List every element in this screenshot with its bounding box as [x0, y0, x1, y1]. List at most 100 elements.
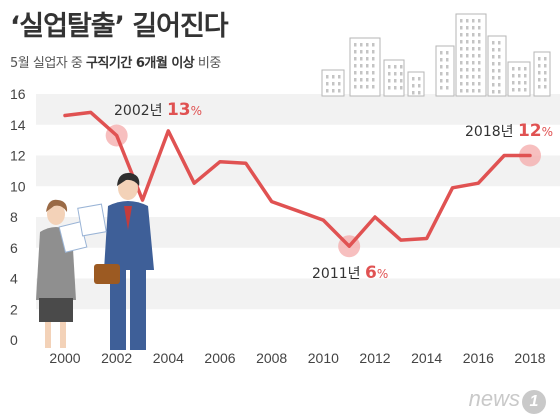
annotation-label: 2002년 13% [114, 100, 202, 120]
building-window [472, 47, 475, 51]
building-window [478, 47, 481, 51]
building-window [394, 72, 397, 76]
building-window [360, 43, 363, 47]
building-window [460, 40, 463, 44]
x-axis-ticks: 2000 2002 2004 2006 2008 2010 2012 2014 2016 2018 [49, 350, 545, 366]
building-window [460, 82, 463, 86]
man-briefcase [94, 264, 120, 284]
building-window [460, 75, 463, 79]
building-window [492, 62, 495, 66]
building-window [338, 89, 341, 93]
building [533, 51, 551, 97]
building-window [400, 79, 403, 83]
building-window [544, 64, 547, 68]
x-tick-label: 2000 [49, 350, 80, 366]
building-window [372, 71, 375, 75]
woman-skirt [39, 298, 73, 322]
building-window [440, 79, 443, 83]
annotation-year: 2011년 [312, 266, 365, 282]
y-tick-label: 4 [10, 271, 18, 287]
building-window [354, 71, 357, 75]
x-tick-label: 2016 [463, 350, 494, 366]
building-window [400, 65, 403, 69]
building-window [466, 47, 469, 51]
building-window [388, 72, 391, 76]
man-jacket [104, 201, 154, 270]
building-window [372, 50, 375, 54]
building-window [472, 33, 475, 37]
building-window [446, 58, 449, 62]
building-window [326, 89, 329, 93]
building [435, 45, 455, 97]
building [407, 71, 425, 97]
building-window [538, 78, 541, 82]
annotation-value: 6 [365, 263, 377, 283]
building [487, 35, 507, 97]
building-window [544, 78, 547, 82]
building-window [372, 85, 375, 89]
page-title: ‘실업탈출’ 길어진다 [10, 11, 229, 42]
building-window [460, 61, 463, 65]
building-window [366, 43, 369, 47]
building-window [326, 82, 329, 86]
grid-band [36, 94, 560, 125]
building-window [372, 78, 375, 82]
building-window [460, 54, 463, 58]
building-window [498, 69, 501, 73]
building-window [498, 55, 501, 59]
x-tick-label: 2002 [101, 350, 132, 366]
building-window [466, 40, 469, 44]
building-window [492, 48, 495, 52]
building-window [518, 67, 521, 71]
building-window [412, 84, 415, 88]
building-window [538, 85, 541, 89]
building-window [478, 89, 481, 93]
building-window [440, 58, 443, 62]
building-window [418, 91, 421, 95]
annotation-unit: % [377, 267, 388, 281]
building-window [492, 76, 495, 80]
woman-leg [60, 322, 66, 348]
building-window [478, 82, 481, 86]
y-tick-label: 12 [10, 148, 26, 164]
building-window [472, 75, 475, 79]
building-window [478, 19, 481, 23]
building-window [492, 90, 495, 94]
building-window [326, 75, 329, 79]
building-window [544, 57, 547, 61]
building-window [498, 76, 501, 80]
building-window [478, 40, 481, 44]
building-window [388, 86, 391, 90]
x-tick-label: 2018 [514, 350, 545, 366]
building-window [388, 79, 391, 83]
building-window [478, 26, 481, 30]
building-window [538, 57, 541, 61]
building-window [372, 43, 375, 47]
series-line [63, 110, 532, 248]
building-window [446, 65, 449, 69]
subtitle: 5월 실업자 중 구직기간 6개월 이상 비중 [10, 52, 221, 71]
man-tie [124, 206, 132, 230]
building-window [466, 19, 469, 23]
building-window [498, 83, 501, 87]
building-window [472, 19, 475, 23]
city-skyline-illustration [321, 13, 551, 97]
building-window [524, 88, 527, 92]
building-window [354, 43, 357, 47]
building-window [524, 67, 527, 71]
building-window [472, 89, 475, 93]
building-window [372, 64, 375, 68]
job-seekers-illustration [36, 172, 154, 350]
building-window [478, 61, 481, 65]
building-window [354, 57, 357, 61]
building-window [466, 54, 469, 58]
building-window [512, 88, 515, 92]
building-window [338, 82, 341, 86]
building-window [466, 61, 469, 65]
building-window [538, 64, 541, 68]
brand-mark: 1 [522, 390, 546, 414]
building-window [394, 79, 397, 83]
chart-annotations: 2002년 13%2011년 6%2018년 12% [114, 100, 553, 283]
